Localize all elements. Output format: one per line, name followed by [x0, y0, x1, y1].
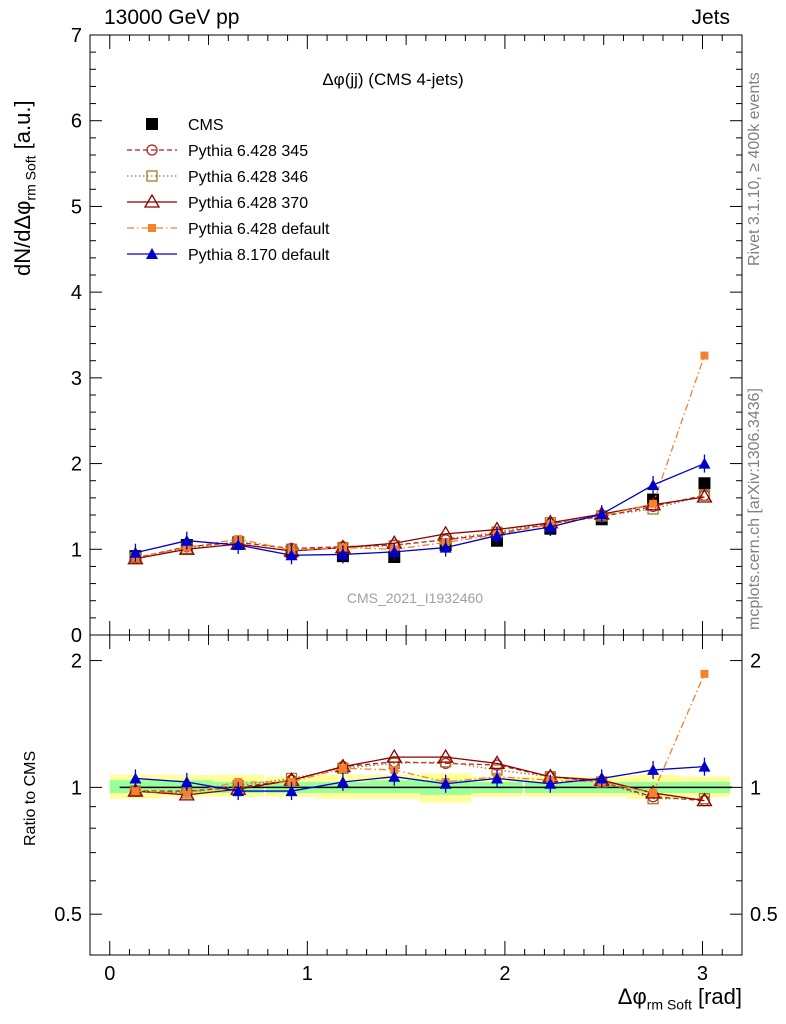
data-point [232, 785, 245, 797]
legend: CMS Pythia 6.428 345 Pythia 6.428 346 Pythi… [127, 117, 330, 264]
legend-entry: Pythia 6.428 default [127, 221, 330, 238]
data-point [336, 775, 349, 787]
ratio-y-tick-label: 1 [71, 777, 82, 799]
y-tick-label: 1 [71, 539, 82, 561]
data-point [439, 777, 452, 789]
ratio-y-tick-label-right: 2 [750, 651, 761, 673]
data-point [696, 488, 713, 503]
x-axis-label: Δφrm Soft [rad] [618, 984, 742, 1012]
data-point [146, 118, 158, 130]
legend-entry: Pythia 6.428 345 [127, 143, 308, 160]
legend-entry: Pythia 6.428 346 [127, 169, 308, 186]
plot-title: Δφ(jj) (CMS 4-jets) [322, 70, 464, 89]
data-point [129, 772, 142, 784]
data-point [544, 777, 557, 789]
ratio-y-tick-label-right: 1 [750, 777, 761, 799]
data-point [649, 788, 658, 797]
data-point [388, 770, 401, 782]
analysis-watermark: CMS_2021_I1932460 [346, 590, 484, 606]
data-point [647, 763, 660, 775]
series-line [135, 462, 705, 556]
legend-label: Pythia 6.428 370 [188, 195, 308, 212]
data-point [544, 521, 557, 532]
y-tick-label: 7 [71, 25, 82, 47]
data-point [647, 479, 660, 490]
data-point [131, 787, 140, 796]
ratio-y-tick-label-right: 0.5 [750, 904, 778, 926]
x-tick-label: 3 [697, 963, 708, 985]
data-point [148, 224, 156, 232]
data-point [146, 170, 158, 182]
series-line [135, 765, 705, 792]
y-tick-label: 3 [71, 368, 82, 390]
data-point [146, 248, 158, 259]
main-series-pythia-6-428-346 [129, 489, 711, 564]
data-point [285, 549, 298, 561]
legend-label: Pythia 6.428 346 [188, 169, 308, 186]
data-point [182, 788, 191, 797]
data-point [698, 477, 711, 490]
axes-ticks: 0 1 2 3 4 5 6 7 0.5 0.5 1 1 2 2 0 1 2 3 [54, 25, 778, 985]
legend-label: CMS [188, 117, 224, 134]
x-tick-label: 0 [104, 963, 115, 985]
data-point [143, 193, 161, 208]
y-tick-label: 2 [71, 454, 82, 476]
energy-label: 13000 GeV pp [104, 6, 240, 29]
data-point [649, 499, 658, 508]
x-axis-label-sub: rm Soft [646, 996, 692, 1013]
data-point [595, 772, 608, 784]
band-green [368, 780, 420, 793]
x-axis-label-unit: [rad] [691, 984, 742, 1009]
y-tick-label: 6 [71, 111, 82, 133]
data-point [386, 748, 403, 763]
data-point [336, 548, 349, 560]
x-tick-label: 1 [302, 963, 313, 985]
legend-label: Pythia 6.428 345 [188, 143, 308, 160]
data-point [488, 755, 506, 770]
y-tick-label: 0 [71, 625, 82, 647]
series-line [135, 673, 706, 794]
main-series-pythia-8-170-default [129, 454, 711, 565]
x-tick-label: 2 [499, 963, 510, 985]
data-point [698, 457, 711, 469]
process-label: Jets [691, 6, 730, 29]
series-line [135, 496, 705, 560]
y-tick-label: 4 [71, 282, 82, 304]
legend-label: Pythia 6.428 default [188, 221, 330, 238]
legend-entry: Pythia 6.428 370 [127, 193, 308, 212]
data-point [698, 760, 711, 772]
data-point [439, 541, 452, 553]
data-point [696, 792, 713, 807]
legend-entry: Pythia 8.170 default [127, 247, 330, 264]
data-point [700, 669, 709, 678]
data-point [491, 529, 504, 541]
data-point [700, 351, 709, 360]
ratio-y-tick-label: 2 [71, 651, 82, 673]
data-point [388, 545, 401, 557]
main-series-pythia-6-428-345 [129, 489, 711, 564]
legend-label: Pythia 8.170 default [188, 247, 330, 264]
ratio-series-pythia-8-170-default [129, 757, 711, 801]
y-tick-label: 5 [71, 196, 82, 218]
ratio-y-tick-label: 0.5 [54, 904, 82, 926]
main-series-pythia-6-428-default [131, 351, 709, 562]
data-point [129, 546, 142, 558]
data-point [287, 777, 296, 786]
data-point [491, 772, 504, 784]
data-point [338, 764, 347, 773]
data-point [437, 748, 454, 763]
data-point [285, 785, 298, 797]
ratio-plot-frame [89, 634, 743, 956]
series-line [135, 355, 706, 559]
x-axis-label-main: Δφ [617, 984, 647, 1009]
legend-entry: CMS [146, 117, 224, 134]
data-point [232, 539, 245, 550]
data-point [234, 777, 243, 786]
data-point [180, 775, 193, 787]
data-point [146, 144, 158, 156]
data-point [595, 508, 608, 520]
data-point [180, 534, 193, 546]
